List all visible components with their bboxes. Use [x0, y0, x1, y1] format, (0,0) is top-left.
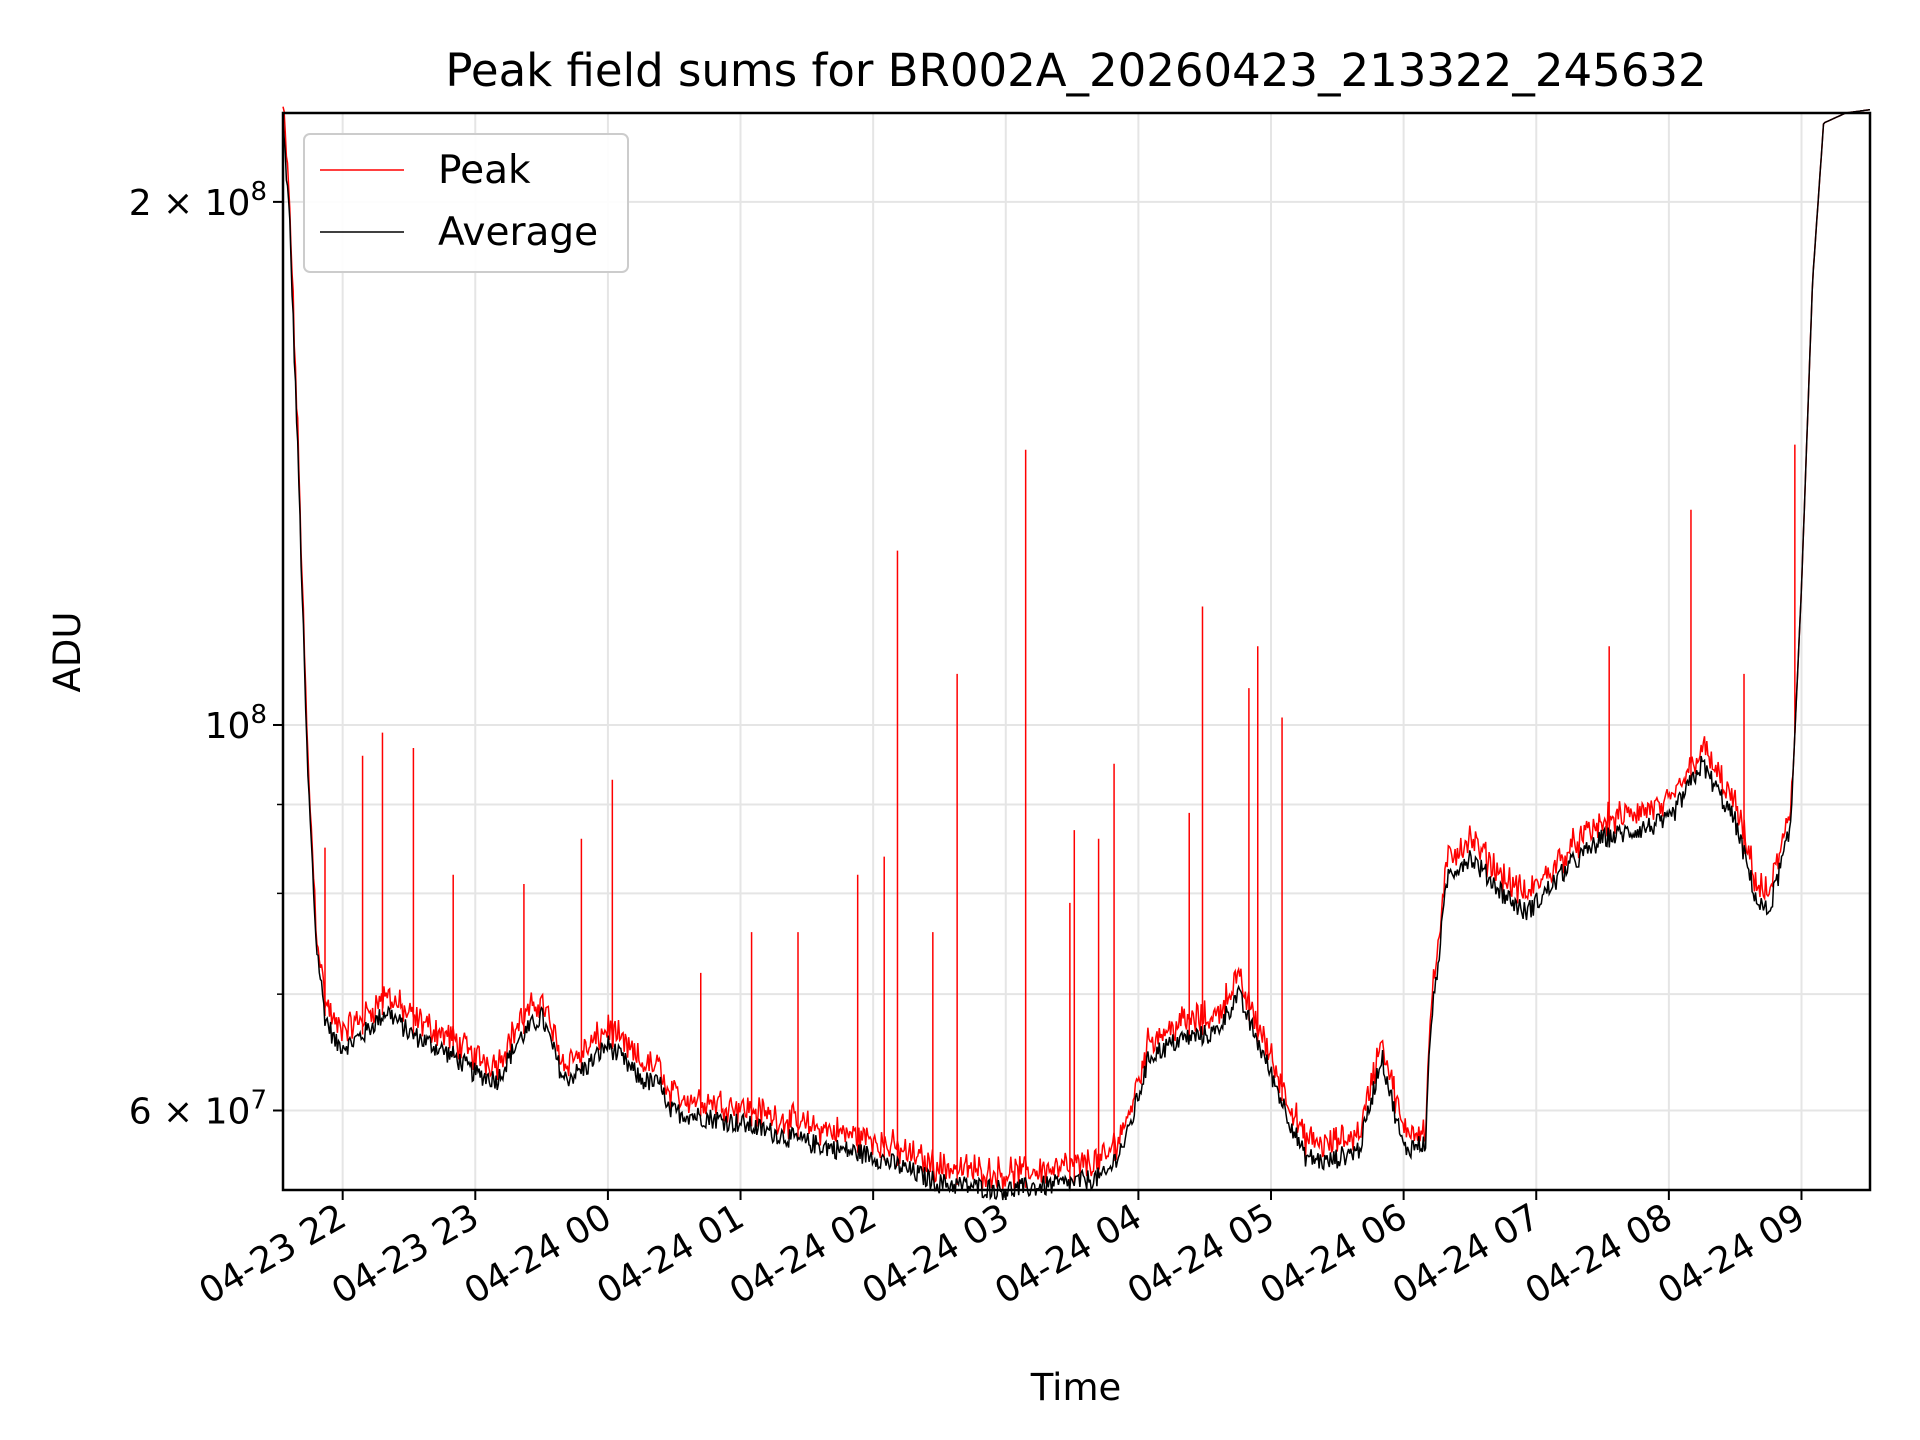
average-line — [282, 108, 1871, 1201]
x-tick-label: 04-24 08 — [1519, 1196, 1680, 1312]
chart-title: Peak field sums for BR002A_20260423_2133… — [445, 44, 1706, 97]
y-axis-ticks: 6 × 107 108 2 × 108 — [129, 177, 283, 1132]
y-tick-label: 6 × 107 — [129, 1085, 267, 1132]
x-tick-label: 04-24 07 — [1386, 1196, 1547, 1312]
x-tick-label: 04-24 06 — [1253, 1196, 1414, 1312]
peak-line — [282, 106, 1871, 1190]
peak-series — [282, 106, 1871, 1190]
x-tick-label: 04-24 05 — [1121, 1196, 1282, 1312]
legend: Peak Average — [303, 133, 629, 273]
y-tick-label: 2 × 108 — [129, 177, 267, 224]
x-tick-label: 04-24 09 — [1651, 1196, 1812, 1312]
legend-box — [303, 133, 629, 273]
x-tick-label: 04-24 04 — [988, 1196, 1149, 1312]
y-tick-label: 108 — [205, 700, 267, 747]
x-tick-label: 04-24 01 — [590, 1196, 751, 1312]
plot-frame — [281, 111, 1872, 1192]
y-axis-label: ADU — [46, 612, 89, 693]
x-axis-label: Time — [1030, 1366, 1122, 1409]
x-tick-label: 04-23 22 — [193, 1196, 354, 1312]
legend-average-label: Average — [438, 210, 598, 255]
x-tick-label: 04-24 03 — [856, 1196, 1017, 1312]
x-tick-label: 04-24 00 — [458, 1196, 619, 1312]
x-tick-label: 04-24 02 — [723, 1196, 884, 1312]
average-series — [282, 108, 1871, 1201]
legend-peak-label: Peak — [438, 148, 531, 193]
x-tick-label: 04-23 23 — [325, 1196, 486, 1312]
grid-lines — [283, 113, 1870, 1190]
